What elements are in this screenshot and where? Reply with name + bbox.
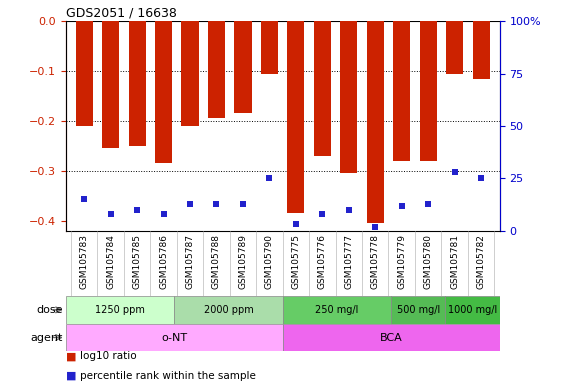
Bar	[261, 21, 278, 74]
Text: GSM105790: GSM105790	[265, 234, 274, 289]
Bar	[155, 21, 172, 164]
Text: GSM105782: GSM105782	[477, 234, 485, 289]
Bar	[174, 296, 283, 324]
Text: GSM105788: GSM105788	[212, 234, 221, 289]
Bar	[473, 21, 490, 79]
Text: GSM105777: GSM105777	[344, 234, 353, 289]
Text: BCA: BCA	[380, 333, 403, 343]
Text: GSM105775: GSM105775	[291, 234, 300, 289]
Text: GSM105780: GSM105780	[424, 234, 433, 289]
Text: GDS2051 / 16638: GDS2051 / 16638	[66, 7, 176, 20]
Bar	[102, 21, 119, 149]
Text: 1000 mg/l: 1000 mg/l	[448, 305, 497, 315]
Bar	[234, 21, 252, 114]
Bar	[75, 21, 93, 126]
Text: 1250 ppm: 1250 ppm	[95, 305, 145, 315]
Text: GSM105779: GSM105779	[397, 234, 406, 289]
Text: GSM105789: GSM105789	[239, 234, 247, 289]
Bar	[287, 21, 304, 214]
Bar	[420, 21, 437, 161]
Text: dose: dose	[37, 305, 63, 315]
Text: GSM105781: GSM105781	[450, 234, 459, 289]
Text: 2000 ppm: 2000 ppm	[203, 305, 254, 315]
Text: GSM105778: GSM105778	[371, 234, 380, 289]
Bar	[313, 21, 331, 156]
Text: agent: agent	[30, 333, 63, 343]
Text: o-NT: o-NT	[161, 333, 187, 343]
Text: GSM105785: GSM105785	[132, 234, 142, 289]
Bar	[391, 296, 445, 324]
Text: 500 mg/l: 500 mg/l	[397, 305, 440, 315]
Bar	[128, 21, 146, 146]
Bar	[340, 21, 357, 174]
Bar	[66, 296, 174, 324]
Text: GSM105787: GSM105787	[186, 234, 195, 289]
Bar	[445, 296, 500, 324]
Bar	[446, 21, 463, 74]
Text: log10 ratio: log10 ratio	[80, 351, 136, 361]
Bar	[182, 21, 199, 126]
Text: GSM105784: GSM105784	[106, 234, 115, 289]
Text: 250 mg/l: 250 mg/l	[315, 305, 359, 315]
Text: GSM105783: GSM105783	[80, 234, 89, 289]
Text: GSM105776: GSM105776	[318, 234, 327, 289]
Bar	[393, 21, 411, 161]
Text: GSM105786: GSM105786	[159, 234, 168, 289]
Bar	[367, 21, 384, 223]
Bar	[208, 21, 225, 118]
Bar	[283, 296, 391, 324]
Text: percentile rank within the sample: percentile rank within the sample	[80, 371, 256, 381]
Bar	[66, 324, 283, 351]
Bar	[283, 324, 500, 351]
Text: ■: ■	[66, 371, 76, 381]
Text: ■: ■	[66, 351, 76, 361]
